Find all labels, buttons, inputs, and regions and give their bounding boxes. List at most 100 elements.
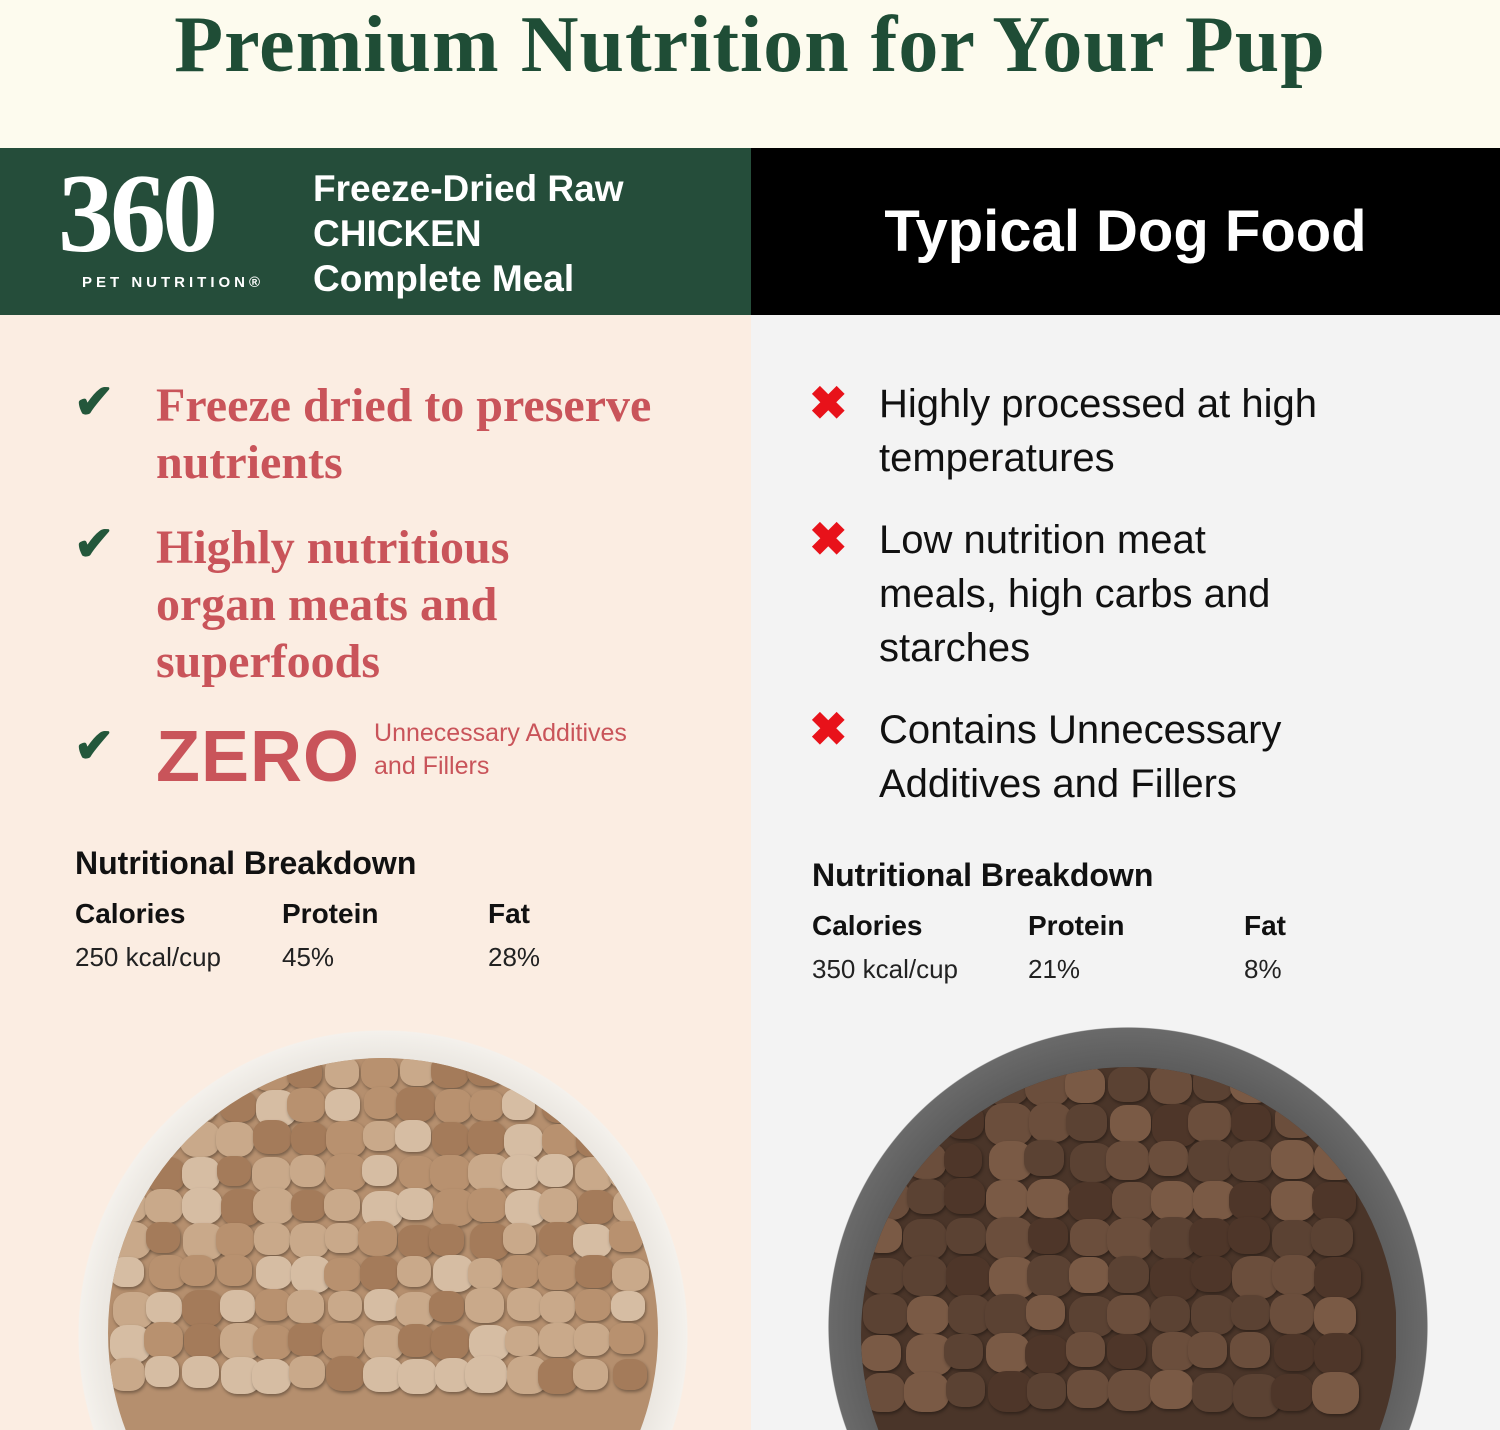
kibble-piece: [1149, 1370, 1193, 1409]
kibble-piece: [907, 1296, 950, 1335]
con-item: ✖ Highly processed at high temperatures: [809, 377, 1319, 485]
check-icon: ✔: [74, 376, 115, 429]
kibble-piece: [1111, 1181, 1155, 1221]
kibble-piece: [1273, 1333, 1316, 1371]
kibble-piece: [985, 1294, 1033, 1337]
kibble-piece: [1271, 1373, 1313, 1411]
kibble-piece: [1069, 1257, 1109, 1294]
kibble-piece: [502, 1223, 537, 1254]
kibble-piece: [108, 1358, 146, 1391]
kibble-piece: [1228, 1216, 1270, 1255]
kibble-piece: [947, 1295, 991, 1334]
kibble-piece: [985, 1103, 1033, 1146]
kibble-piece: [1191, 1295, 1236, 1335]
check-icon: ✔: [74, 720, 115, 773]
pro-item: ✔ Highly nutritious organ meats and supe…: [74, 519, 626, 690]
kibble-piece: [395, 1291, 435, 1327]
kibble-piece: [505, 1325, 540, 1357]
kibble-piece: [573, 1358, 608, 1390]
kibble-piece: [1272, 1255, 1317, 1295]
kibble-piece: [431, 1122, 469, 1156]
kibble-piece: [361, 1154, 397, 1187]
kibble-piece: [573, 1322, 611, 1356]
kibble-piece: [902, 1219, 948, 1260]
competitor-title: Typical Dog Food: [884, 199, 1367, 264]
breakdown-label: Calories: [812, 910, 923, 941]
kibble-piece: [945, 1217, 987, 1255]
kibble-piece: [1311, 1218, 1354, 1257]
kibble-piece: [1107, 1256, 1149, 1294]
kibble-piece: [254, 1288, 292, 1322]
kibble-piece: [1269, 1293, 1314, 1334]
kibble-piece: [1231, 1295, 1270, 1330]
kibble-piece: [945, 1255, 991, 1297]
kibble-piece: [361, 1058, 399, 1090]
kibble-piece: [1107, 1333, 1147, 1369]
kibble-piece: [397, 1187, 434, 1221]
kibble-piece: [360, 1256, 400, 1292]
kibble-piece: [538, 1254, 578, 1291]
kibble-piece: [538, 1358, 579, 1395]
kibble-piece: [608, 1322, 644, 1355]
kibble-piece: [323, 1257, 362, 1292]
kibble-piece: [612, 1257, 650, 1292]
kibble-piece: [434, 1088, 472, 1123]
breakdown-label: Calories: [75, 898, 186, 929]
kibble-piece: [1107, 1370, 1154, 1412]
kibble-piece: [290, 1222, 329, 1258]
kibble-piece: [1148, 1140, 1188, 1176]
kibble-piece: [289, 1155, 325, 1187]
kibble-piece: [253, 1120, 291, 1155]
nutritional-breakdown: Nutritional Breakdown Calories Protein F…: [75, 845, 608, 982]
breakdown-heading: Nutritional Breakdown: [812, 857, 1154, 893]
kibble-piece: [1024, 1140, 1065, 1177]
kibble-piece: [539, 1323, 577, 1358]
kibble-piece: [945, 1371, 985, 1408]
kibble-piece: [1228, 1182, 1272, 1221]
check-icon: ✔: [74, 518, 115, 571]
breakdown-value: 21%: [1028, 954, 1081, 984]
kibble-piece: [217, 1255, 252, 1287]
kibble-piece: [467, 1257, 503, 1289]
kibble-piece: [363, 1120, 398, 1152]
brand-panel: ✔ Freeze dried to preserve nutrients ✔ H…: [0, 315, 751, 1430]
kibble-piece: [253, 1223, 290, 1256]
kibble-piece: [1312, 1371, 1359, 1414]
kibble-piece: [252, 1324, 292, 1361]
kibble-piece: [217, 1155, 252, 1187]
kibble-piece: [1188, 1140, 1235, 1182]
breakdown-label: Fat: [1244, 910, 1286, 941]
kibble-piece: [1028, 1217, 1069, 1254]
kibble-piece: [251, 1359, 291, 1395]
kibble-piece: [502, 1155, 540, 1190]
kibble-piece: [1190, 1255, 1232, 1293]
pro-text: Highly nutritious organ meats and superf…: [156, 521, 510, 688]
breakdown-heading: Nutritional Breakdown: [75, 845, 417, 881]
kibble-piece: [986, 1216, 1035, 1260]
kibble-piece: [1106, 1295, 1150, 1334]
kibble-piece: [328, 1290, 362, 1321]
kibble-piece: [469, 1324, 511, 1362]
kibble-piece: [358, 1221, 398, 1257]
breakdown-value: 250 kcal/cup: [75, 942, 221, 972]
kibble-piece: [429, 1224, 465, 1256]
kibble-piece: [398, 1359, 437, 1394]
kibble-piece: [145, 1222, 180, 1253]
kibble-piece: [987, 1371, 1034, 1413]
kibble-piece: [182, 1355, 219, 1389]
kibble-piece: [430, 1155, 471, 1192]
product-line: CHICKEN: [313, 213, 482, 254]
kibble-piece: [251, 1156, 291, 1192]
kibble-piece: [465, 1355, 507, 1394]
kibble-piece: [363, 1289, 400, 1322]
kibble-piece: [290, 1189, 326, 1221]
kibble-piece: [286, 1087, 325, 1123]
x-icon: ✖: [809, 377, 848, 429]
kibble-piece: [399, 1156, 436, 1189]
kibble-piece: [363, 1086, 400, 1119]
kibble-piece: [1106, 1217, 1154, 1260]
kibble-piece: [1067, 1181, 1113, 1223]
kibble-piece: [287, 1290, 324, 1324]
kibble-piece: [399, 1058, 435, 1087]
kibble-piece: [180, 1255, 215, 1287]
